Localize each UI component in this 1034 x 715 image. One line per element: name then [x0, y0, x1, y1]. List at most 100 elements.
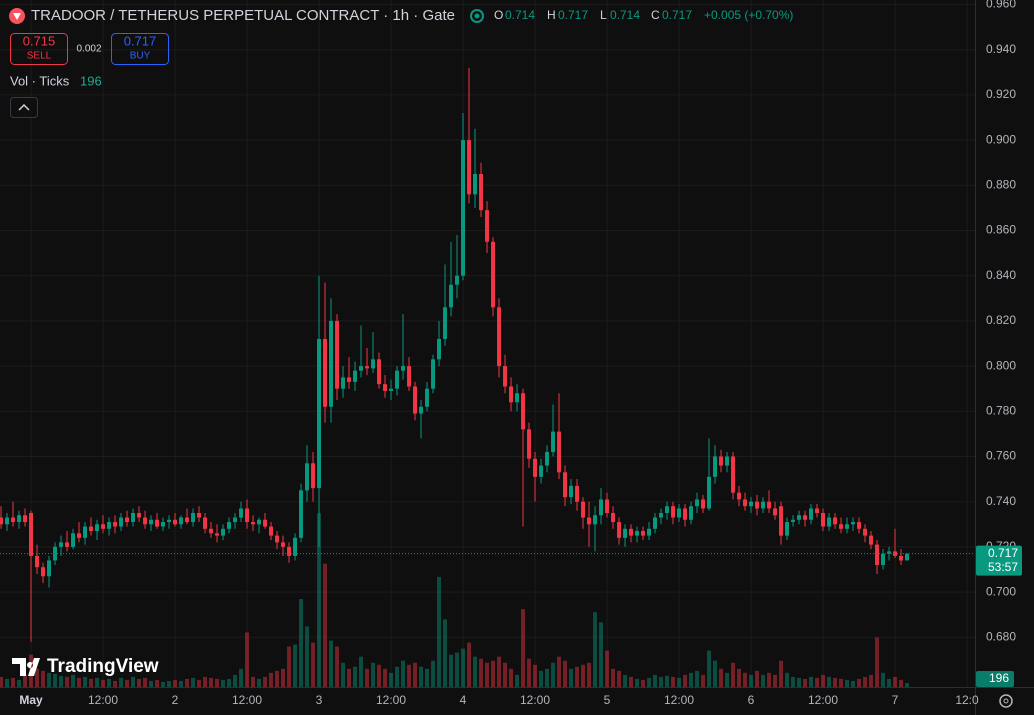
candle-body: [29, 512, 33, 556]
volume-bar: [629, 676, 633, 687]
volume-bar: [179, 680, 183, 687]
countdown: 53:57: [988, 560, 1018, 574]
volume-bar: [149, 680, 153, 687]
y-tick-label: 0.760: [986, 449, 1016, 463]
candle-body: [179, 517, 183, 525]
volume-bar: [611, 668, 615, 687]
volume-bar: [227, 678, 231, 687]
y-tick-label: 0.880: [986, 177, 1016, 191]
volume-bar: [203, 676, 207, 687]
volume-bar: [497, 656, 501, 687]
x-tick-label: 2: [172, 693, 179, 707]
candle-body: [557, 431, 561, 473]
candle-body: [287, 546, 291, 556]
candle-body: [905, 553, 909, 561]
volume-bar: [689, 672, 693, 687]
volume-bar: [737, 668, 741, 687]
candle-body: [797, 515, 801, 520]
y-tick-label: 0.940: [986, 42, 1016, 56]
candle-body: [299, 490, 303, 538]
volume-bar: [827, 676, 831, 687]
settings-button[interactable]: [999, 694, 1013, 708]
brand-name: TradingView: [47, 656, 159, 677]
market-status[interactable]: [470, 9, 484, 23]
volume-bar: [683, 674, 687, 687]
candle-body: [71, 533, 75, 547]
volume-bar: [755, 670, 759, 687]
candle-body: [893, 551, 897, 556]
volume-bar: [407, 664, 411, 687]
candle-body: [665, 506, 669, 513]
candle-body: [341, 377, 345, 389]
last-price-box: [976, 545, 1022, 576]
x-tick-label: 12:00: [808, 693, 838, 707]
y-tick-label: 0.960: [986, 0, 1016, 11]
candle-body: [143, 517, 147, 525]
candle-body: [707, 476, 711, 509]
x-tick-label: 12:00: [88, 693, 118, 707]
candle-body: [725, 456, 729, 466]
volume-bar: [839, 678, 843, 687]
candle-body: [755, 501, 759, 509]
candle-body: [11, 517, 15, 523]
candle-body: [401, 366, 405, 371]
volume-bar: [89, 678, 93, 687]
candle-body: [35, 555, 39, 568]
candle-body: [257, 519, 261, 525]
y-tick-label: 0.820: [986, 313, 1016, 327]
volume-bar: [401, 660, 405, 687]
candle-body: [827, 517, 831, 527]
volume-bar: [287, 646, 291, 687]
candle-body: [779, 506, 783, 536]
y-tick-label: 0.740: [986, 494, 1016, 508]
volume-bar: [803, 678, 807, 687]
volume-bar: [521, 609, 525, 687]
candle-body: [131, 512, 135, 523]
collapse-button[interactable]: [10, 97, 38, 118]
candle-body: [647, 528, 651, 536]
volume-bar: [845, 679, 849, 687]
volume-bar: [707, 650, 711, 687]
volume-bar: [617, 670, 621, 687]
buy-button[interactable]: [111, 33, 169, 65]
x-tick-label: 12:00: [232, 693, 262, 707]
volume-bar: [251, 676, 255, 687]
x-tick-label: 12:00: [376, 693, 406, 707]
candle-body: [443, 307, 447, 339]
candle-body: [431, 359, 435, 389]
volume-bar: [215, 678, 219, 687]
candle-body: [593, 515, 597, 525]
candle-body: [323, 338, 327, 407]
candle-body: [23, 515, 27, 523]
candle-body: [731, 456, 735, 493]
candle-body: [533, 458, 537, 477]
open-value: 0.714: [505, 8, 535, 22]
volume-bar: [587, 662, 591, 687]
candle-body: [17, 515, 21, 523]
volume-bar: [17, 679, 21, 687]
y-tick-label: 0.900: [986, 132, 1016, 146]
volume-bar: [857, 678, 861, 687]
candle-body: [161, 522, 165, 527]
candle-body: [749, 501, 753, 507]
sell-button[interactable]: [10, 33, 68, 65]
volume-bar: [245, 632, 249, 687]
collapse-icon: [18, 103, 30, 111]
volume-bar: [233, 674, 237, 687]
volume-bar: [119, 677, 123, 687]
volume-bar: [371, 662, 375, 687]
candle-body: [281, 542, 285, 547]
candle-body: [239, 508, 243, 518]
candle-body: [107, 522, 111, 529]
candle-body: [329, 320, 333, 407]
volume-bar: [797, 677, 801, 687]
candle-body: [407, 366, 411, 387]
candle-body: [383, 384, 387, 391]
candle-body: [737, 492, 741, 500]
candle-body: [251, 522, 255, 525]
volume-bar: [161, 681, 165, 687]
volume-bar: [281, 668, 285, 687]
volume-bar: [671, 676, 675, 687]
volume-bar: [545, 668, 549, 687]
